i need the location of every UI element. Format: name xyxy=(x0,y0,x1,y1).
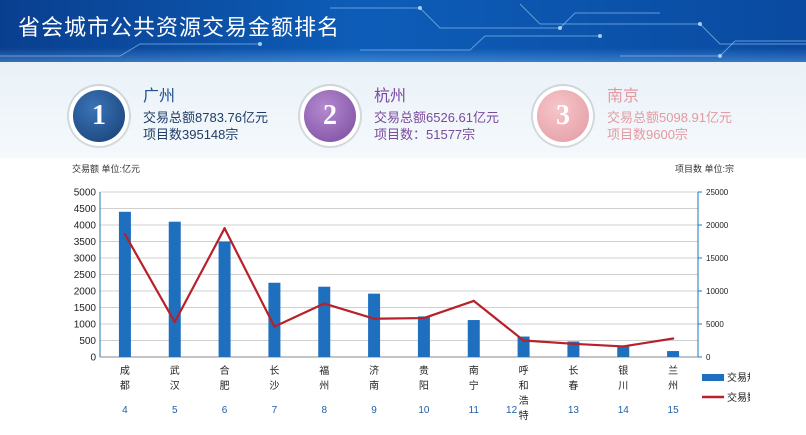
rank-badge-3: 3 xyxy=(537,89,589,142)
line-point-5 xyxy=(323,302,326,305)
legend-label-line: 交易数量 xyxy=(727,391,750,404)
header-banner: 省会城市公共资源交易金额排名 xyxy=(0,0,806,62)
rank-number: 9 xyxy=(371,405,377,416)
bar-1 xyxy=(118,211,131,357)
rank-count-1: 项目数395148宗 xyxy=(143,127,239,142)
rank-number: 10 xyxy=(418,405,430,416)
left-axis-title: 交易额 单位:亿元 xyxy=(72,163,140,174)
y-tick-left: 3500 xyxy=(74,237,97,248)
line-point-7 xyxy=(422,316,426,320)
y-tick-right: 25000 xyxy=(706,188,729,197)
bar-8 xyxy=(467,320,480,357)
y-tick-right: 5000 xyxy=(706,320,724,329)
x-tick-label: 成都 xyxy=(120,365,130,392)
line-point-4 xyxy=(273,325,276,328)
line-point-10 xyxy=(572,342,575,345)
x-tick-label: 武汉 xyxy=(170,364,180,392)
rank-card-3: 3 南京 交易总额5098.91亿元 项目数9600宗 xyxy=(537,88,732,143)
line-point-12 xyxy=(671,337,675,340)
top3-panel xyxy=(0,62,806,158)
x-tick-label: 呼和浩特 xyxy=(519,365,529,422)
line-point-11 xyxy=(622,345,625,348)
x-tick-label: 兰州 xyxy=(668,364,678,392)
chart-panel: 交易额 单位:亿元 项目数 单位:宗 5000 4500 4000 3500 3000 250… xyxy=(54,158,767,430)
rank-number: 7 xyxy=(272,405,278,416)
line-point-1 xyxy=(123,233,127,236)
y-tick-left: 0 xyxy=(90,353,96,364)
y-tick-right: 15000 xyxy=(706,254,729,263)
y-tick-left: 500 xyxy=(79,336,96,347)
rank-amount-3: 交易总额5098.91亿元 xyxy=(607,110,732,125)
right-axis-title: 项目数 单位:宗 xyxy=(675,163,734,174)
rank-number: 6 xyxy=(222,405,228,416)
rank-city-2: 杭州 xyxy=(374,88,407,105)
bar-10 xyxy=(567,341,580,357)
y-tick-left: 1000 xyxy=(74,320,97,331)
x-tick-label: 长春 xyxy=(568,365,578,392)
rank-number: 4 xyxy=(122,405,128,416)
page-title: 省会城市公共资源交易金额排名 xyxy=(18,15,341,40)
bar-12 xyxy=(667,351,680,357)
bar-3 xyxy=(218,241,231,357)
y-tick-left: 5000 xyxy=(74,188,97,199)
y-tick-left: 4500 xyxy=(74,204,97,215)
rank-number: 12 xyxy=(506,405,518,416)
y-tick-left: 1500 xyxy=(74,303,97,314)
rank-amount-2: 交易总额6526.61亿元 xyxy=(374,110,499,125)
rank-count-3: 项目数9600宗 xyxy=(607,127,688,142)
y-tick-left: 2500 xyxy=(74,270,97,281)
bar-7 xyxy=(417,316,430,357)
y-tick-right: 20000 xyxy=(706,221,729,230)
y-tick-right: 10000 xyxy=(706,287,729,296)
rank-city-3: 南京 xyxy=(607,88,640,105)
rank-number: 5 xyxy=(172,405,178,416)
rank-amount-1: 交易总额8783.76亿元 xyxy=(143,110,268,125)
combo-chart: 交易额 单位:亿元 项目数 单位:宗50004500400035003000250… xyxy=(72,163,767,422)
x-tick-label: 贵阳 xyxy=(419,364,429,392)
rank-badge-1: 1 xyxy=(73,89,125,142)
rank-number: 15 xyxy=(668,405,680,416)
x-tick-label: 南宁 xyxy=(469,364,479,392)
rank-card-1: 1 广州 交易总额8783.76亿元 项目数395148宗 xyxy=(73,88,268,143)
line-point-9 xyxy=(522,339,525,342)
rank-number: 8 xyxy=(321,405,327,416)
y-tick-left: 4000 xyxy=(74,221,97,232)
rank-number: 14 xyxy=(618,405,630,416)
bar-4 xyxy=(268,282,281,357)
rank-count-2: 项目数：51577宗 xyxy=(374,127,476,142)
x-tick-label: 合肥 xyxy=(220,364,230,392)
x-tick-label: 济南 xyxy=(369,364,379,392)
line-point-8 xyxy=(472,299,475,303)
circuit-decoration xyxy=(0,3,806,58)
legend-label-bar: 交易规模 xyxy=(727,371,750,384)
rank-number: 11 xyxy=(469,405,480,416)
bar-5 xyxy=(318,286,331,357)
line-point-3 xyxy=(223,227,226,230)
x-tick-label: 银川 xyxy=(618,364,628,392)
bar-11 xyxy=(617,345,630,357)
line-point-6 xyxy=(372,317,376,320)
line-point-2 xyxy=(173,320,176,324)
legend-swatch-bar xyxy=(702,374,724,381)
rank-number: 13 xyxy=(568,405,580,416)
rank-card-2: 2 杭州 交易总额6526.61亿元 项目数：51577宗 xyxy=(304,88,499,143)
x-tick-label: 福州 xyxy=(319,364,329,392)
x-tick-label: 长沙 xyxy=(269,365,279,392)
bar-2 xyxy=(168,221,181,357)
rank-badge-2: 2 xyxy=(304,89,356,142)
rank-city-1: 广州 xyxy=(143,88,176,105)
y-tick-left: 2000 xyxy=(74,287,97,298)
y-tick-left: 3000 xyxy=(74,254,97,265)
bar-6 xyxy=(368,293,381,357)
y-tick-right: 0 xyxy=(706,353,711,362)
series-line-count xyxy=(123,227,674,348)
